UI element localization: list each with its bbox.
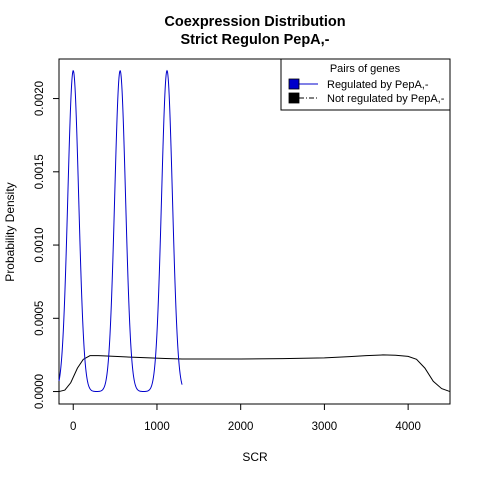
x-tick-label: 4000 [395,421,421,433]
chart-title: Coexpression Distribution [164,14,345,30]
series-line-not-regulated [58,354,451,393]
legend-swatch-regulated [288,78,300,90]
x-axis-label: SCR [242,450,268,464]
y-tick-label: 0.0005 [34,301,46,336]
y-tick-label: 0.0010 [34,227,46,262]
legend-swatch-not-regulated [288,92,300,104]
x-axis: 0 1000 2000 3000 4000 [70,404,421,433]
legend-label-regulated: Regulated by PepA,- [327,79,429,91]
y-tick-label: 0.0015 [34,154,46,189]
x-tick-label: 0 [70,421,76,433]
y-tick-label: 0.0020 [34,81,46,116]
legend-label-not-regulated: Not regulated by PepA,- [327,93,445,105]
y-tick-label: 0.0000 [34,374,46,409]
x-tick-label: 2000 [228,421,254,433]
series-line-regulated [58,69,183,392]
x-tick-label: 1000 [144,421,170,433]
plot-frame [58,58,451,405]
y-axis-label: Probability Density [3,182,17,281]
y-axis: 0.0000 0.0005 0.0010 0.0015 0.0020 [34,81,59,409]
legend-title: Pairs of genes [330,63,401,75]
chart-subtitle: Strict Regulon PepA,- [180,32,329,48]
legend: Pairs of genes Regulated by PepA,- Not r… [280,58,451,111]
series-layer [58,69,451,393]
x-tick-label: 3000 [312,421,338,433]
